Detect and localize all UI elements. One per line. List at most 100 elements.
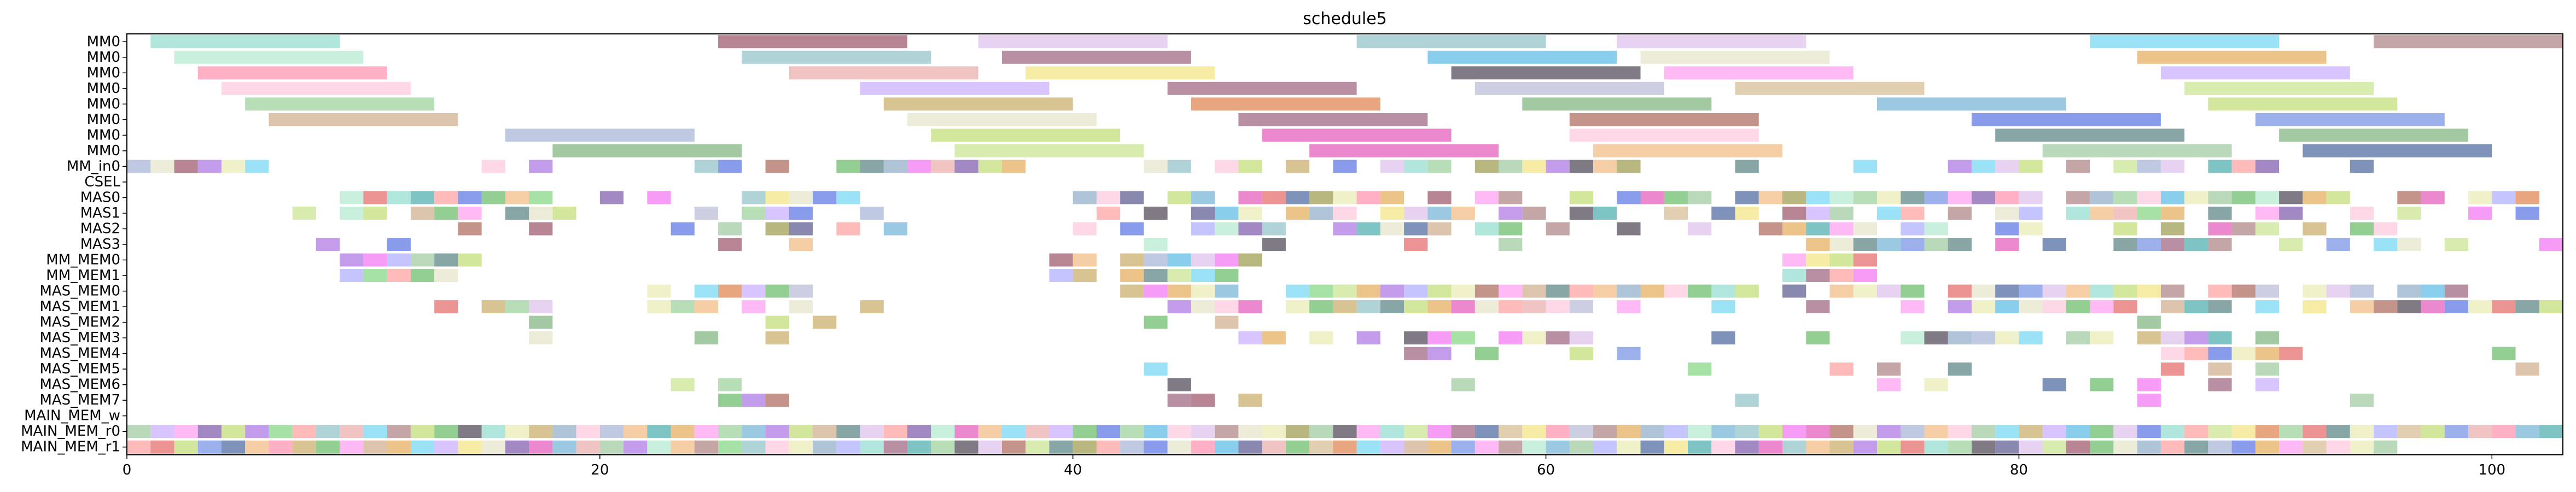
- task-bar: [813, 315, 837, 329]
- y-tick-label: MM_in0: [67, 158, 120, 174]
- task-bar: [127, 425, 151, 438]
- task-bar: [2208, 206, 2232, 220]
- y-tick-label: MAS_MEM1: [39, 298, 120, 315]
- task-bar: [931, 160, 955, 173]
- task-bar: [1924, 425, 1948, 438]
- task-bar: [197, 425, 222, 438]
- task-bar: [2160, 362, 2185, 376]
- task-bar: [1285, 425, 1310, 438]
- task-bar: [410, 206, 435, 220]
- task-bar: [2279, 425, 2303, 438]
- task-bar: [1144, 315, 1168, 329]
- task-bar: [1782, 269, 1806, 283]
- task-bar: [1806, 331, 1830, 345]
- task-bar: [529, 160, 553, 173]
- task-bar: [1451, 378, 1475, 391]
- task-bar: [2279, 238, 2303, 251]
- task-bar: [2184, 238, 2208, 251]
- task-bar: [1049, 269, 1073, 283]
- task-bar: [316, 425, 340, 438]
- y-tick-label: MAS_MEM7: [39, 392, 120, 408]
- task-bar: [1167, 191, 1191, 204]
- task-bar: [434, 253, 458, 267]
- task-bar: [1001, 440, 1026, 454]
- task-bar: [1215, 300, 1239, 314]
- task-bar: [2042, 440, 2066, 454]
- task-bar: [1758, 440, 1782, 454]
- task-bar: [1995, 331, 2019, 345]
- y-tick-label: MM_MEM1: [46, 267, 120, 284]
- task-bar: [931, 128, 1121, 142]
- task-bar: [1333, 206, 1357, 220]
- task-bar: [1782, 206, 1806, 220]
- task-bar: [1948, 331, 1972, 345]
- task-bar: [481, 300, 505, 314]
- task-bar: [1948, 160, 1972, 173]
- task-bar: [2113, 300, 2137, 314]
- task-bar: [1995, 440, 2019, 454]
- task-bar: [1664, 206, 1688, 220]
- task-bar: [1901, 284, 1925, 298]
- task-bar: [505, 300, 529, 314]
- task-bar: [1735, 160, 1759, 173]
- task-bar: [1238, 253, 1262, 267]
- task-bar: [1546, 284, 1570, 298]
- task-bar: [2113, 284, 2137, 298]
- task-bar: [1404, 238, 1428, 251]
- task-bar: [2397, 206, 2421, 220]
- task-bar: [1948, 440, 1972, 454]
- task-bar: [2444, 238, 2469, 251]
- task-bar: [1191, 222, 1215, 236]
- task-bar: [1333, 300, 1357, 314]
- task-bar: [363, 191, 387, 204]
- task-bar: [292, 206, 316, 220]
- task-bar: [2042, 238, 2066, 251]
- y-tick-label: MM0: [87, 127, 120, 143]
- task-bar: [1191, 191, 1215, 204]
- task-bar: [860, 440, 884, 454]
- task-bar: [2208, 331, 2232, 345]
- task-bar: [2160, 206, 2185, 220]
- task-bar: [1971, 425, 1996, 438]
- task-bar: [1333, 191, 1357, 204]
- task-bar: [1120, 253, 1144, 267]
- task-bar: [1782, 425, 1806, 438]
- task-bar: [1995, 222, 2019, 236]
- task-bar: [2113, 206, 2137, 220]
- task-bar: [1901, 440, 1925, 454]
- task-bar: [1593, 425, 1617, 438]
- task-bar: [1451, 284, 1475, 298]
- task-bar: [1285, 300, 1310, 314]
- task-bar: [2255, 362, 2280, 376]
- task-bar: [1167, 300, 1191, 314]
- task-bar: [1096, 191, 1121, 204]
- task-bar: [1806, 269, 1830, 283]
- task-bar: [1522, 300, 1546, 314]
- task-bar: [481, 440, 505, 454]
- task-bar: [127, 160, 151, 173]
- task-bar: [1167, 394, 1191, 407]
- task-bar: [1475, 347, 1499, 360]
- task-bar: [2279, 128, 2469, 142]
- task-bar: [694, 284, 719, 298]
- task-bar: [481, 191, 505, 204]
- task-bar: [1073, 191, 1097, 204]
- task-bar: [2113, 222, 2137, 236]
- task-bar: [2255, 206, 2280, 220]
- task-bar: [1191, 206, 1215, 220]
- task-bar: [789, 191, 813, 204]
- task-bar: [505, 191, 529, 204]
- task-bar: [2160, 222, 2185, 236]
- task-bar: [860, 300, 884, 314]
- task-bar: [2326, 191, 2350, 204]
- task-bar: [647, 191, 671, 204]
- task-bar: [1404, 206, 1428, 220]
- task-bar: [1380, 191, 1404, 204]
- task-bar: [2019, 331, 2043, 345]
- task-bar: [2184, 331, 2208, 345]
- task-bar: [2208, 300, 2232, 314]
- task-bar: [1238, 331, 1262, 345]
- task-bar: [1853, 238, 1877, 251]
- task-bar: [1427, 50, 1617, 64]
- task-bar: [599, 191, 624, 204]
